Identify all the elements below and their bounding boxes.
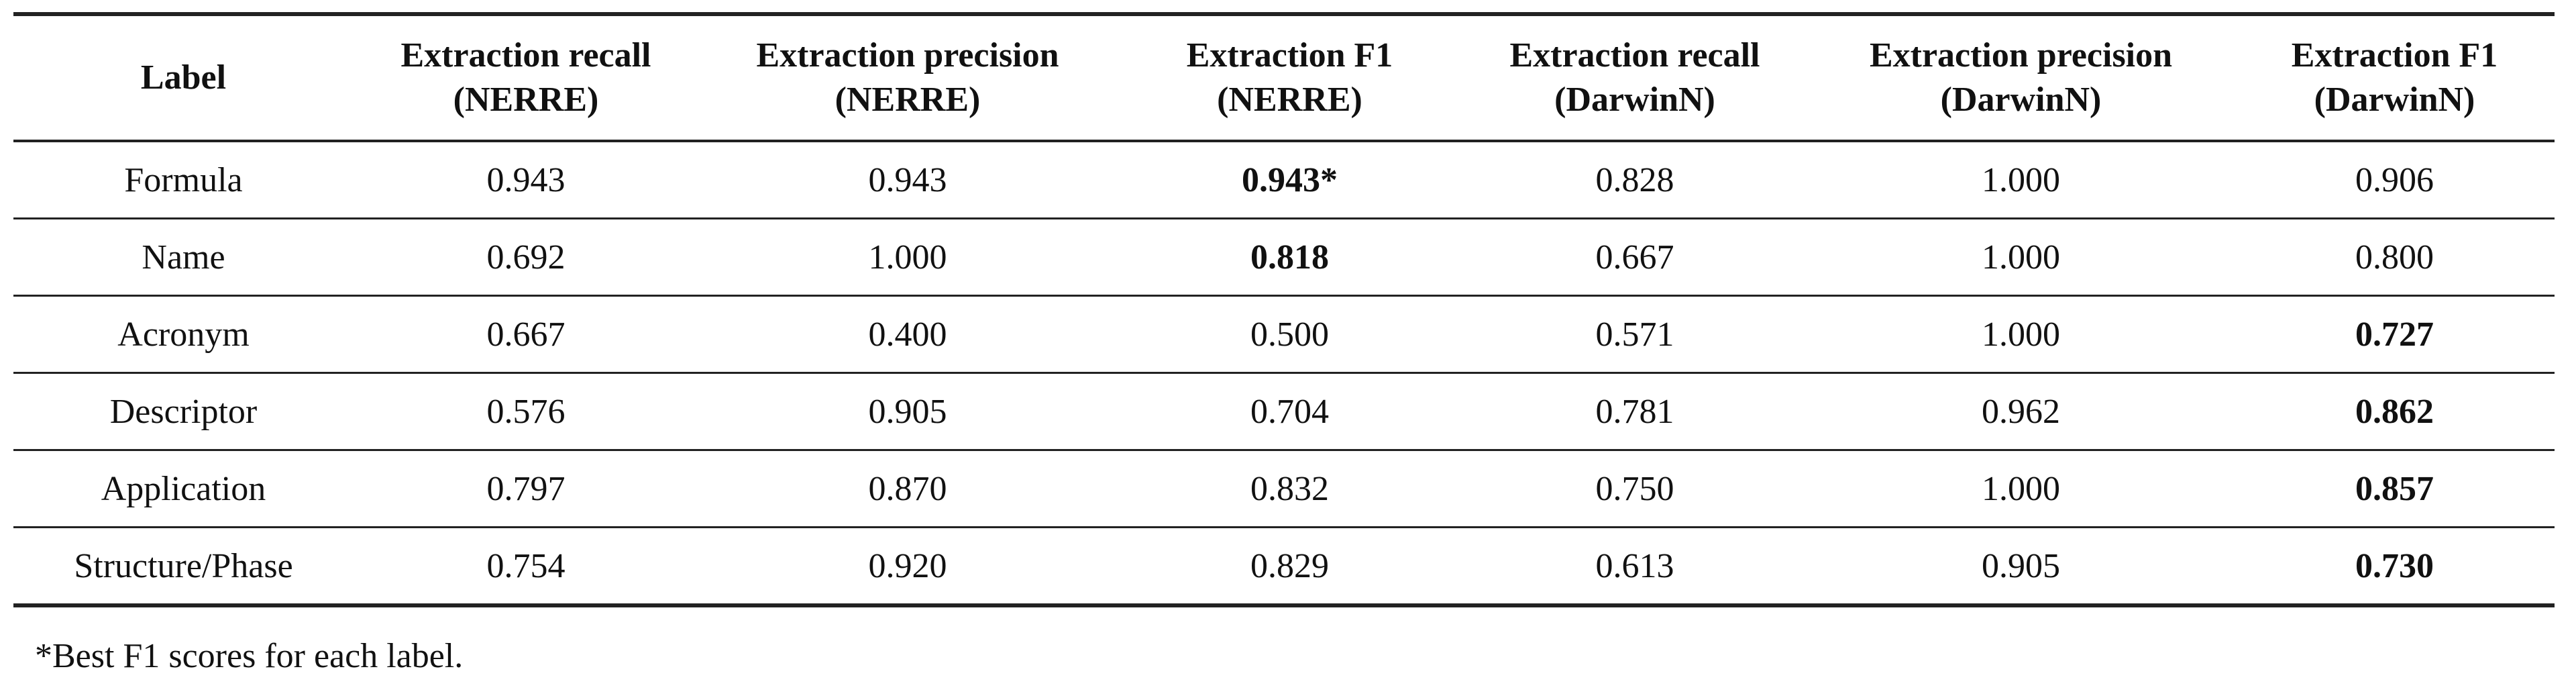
cell: 0.905 (698, 373, 1117, 451)
cell: 0.727 (2235, 295, 2555, 374)
header-cell: Extraction F1 (NERRE) (1117, 12, 1462, 142)
header-cell: Label (13, 12, 354, 142)
footnote: *Best F1 scores for each label. (35, 637, 464, 675)
header-row: Label Extraction recall (NERRE) Extraction … (13, 12, 2555, 142)
cell: 1.000 (1807, 450, 2235, 528)
header-line: Extraction precision (756, 36, 1059, 75)
table-body: Formula 0.943 0.943 0.943* 0.828 1.000 0.906 Na… (13, 141, 2555, 607)
header-line: (NERRE) (453, 81, 599, 119)
header-line: Label (140, 58, 227, 97)
header-line: (DarwinN) (1554, 81, 1715, 119)
cell: 0.500 (1117, 295, 1462, 374)
cell: 0.943* (1117, 141, 1462, 219)
header-line: Extraction recall (400, 36, 651, 75)
header-cell: Extraction precision (DarwinN) (1807, 12, 2235, 142)
cell: 0.750 (1462, 450, 1807, 528)
cell: 1.000 (1807, 218, 2235, 297)
row-label: Descriptor (13, 373, 354, 451)
cell: 0.818 (1117, 218, 1462, 297)
cell: 0.829 (1117, 527, 1462, 607)
table-row: Structure/Phase 0.754 0.920 0.829 0.613 0.905… (13, 527, 2555, 607)
header-line: (DarwinN) (2314, 81, 2475, 119)
cell: 0.857 (2235, 450, 2555, 528)
cell: 0.862 (2235, 373, 2555, 451)
cell: 0.704 (1117, 373, 1462, 451)
header-line: (NERRE) (1217, 81, 1362, 119)
cell: 0.692 (354, 218, 698, 297)
cell: 0.667 (354, 295, 698, 374)
cell: 0.613 (1462, 527, 1807, 607)
cell: 0.943 (698, 141, 1117, 219)
header-line: Extraction F1 (2291, 36, 2498, 75)
cell: 0.906 (2235, 141, 2555, 219)
header-cell: Extraction recall (NERRE) (354, 12, 698, 142)
cell: 0.571 (1462, 295, 1807, 374)
cell: 0.920 (698, 527, 1117, 607)
row-label: Name (13, 218, 354, 297)
cell: 0.781 (1462, 373, 1807, 451)
cell: 0.962 (1807, 373, 2235, 451)
table-row: Name 0.692 1.000 0.818 0.667 1.000 0.800 (13, 218, 2555, 297)
header-cell: Extraction precision (NERRE) (698, 12, 1117, 142)
table-row: Application 0.797 0.870 0.832 0.750 1.000 0.85… (13, 450, 2555, 528)
cell: 1.000 (1807, 141, 2235, 219)
cell: 0.667 (1462, 218, 1807, 297)
row-label: Formula (13, 141, 354, 219)
header-cell: Extraction F1 (DarwinN) (2235, 12, 2555, 142)
header-line: (NERRE) (835, 81, 981, 119)
header-line: Extraction F1 (1186, 36, 1393, 75)
cell: 0.754 (354, 527, 698, 607)
row-label: Application (13, 450, 354, 528)
cell: 0.832 (1117, 450, 1462, 528)
header-line: Extraction precision (1869, 36, 2173, 75)
table-row: Acronym 0.667 0.400 0.500 0.571 1.000 0.727 (13, 295, 2555, 374)
row-label: Structure/Phase (13, 527, 354, 607)
cell: 1.000 (1807, 295, 2235, 374)
cell: 0.905 (1807, 527, 2235, 607)
header-line: Extraction recall (1509, 36, 1760, 75)
cell: 0.730 (2235, 527, 2555, 607)
cell: 0.797 (354, 450, 698, 528)
table-row: Descriptor 0.576 0.905 0.704 0.781 0.962 0.862 (13, 373, 2555, 451)
cell: 0.576 (354, 373, 698, 451)
table-container: Label Extraction recall (NERRE) Extraction … (13, 12, 2555, 607)
header-line: (DarwinN) (1940, 81, 2102, 119)
header-cell: Extraction recall (DarwinN) (1462, 12, 1807, 142)
cell: 0.800 (2235, 218, 2555, 297)
cell: 0.943 (354, 141, 698, 219)
results-table: Label Extraction recall (NERRE) Extraction … (13, 12, 2555, 607)
cell: 1.000 (698, 218, 1117, 297)
table-row: Formula 0.943 0.943 0.943* 0.828 1.000 0.906 (13, 141, 2555, 219)
cell: 0.828 (1462, 141, 1807, 219)
cell: 0.870 (698, 450, 1117, 528)
cell: 0.400 (698, 295, 1117, 374)
row-label: Acronym (13, 295, 354, 374)
